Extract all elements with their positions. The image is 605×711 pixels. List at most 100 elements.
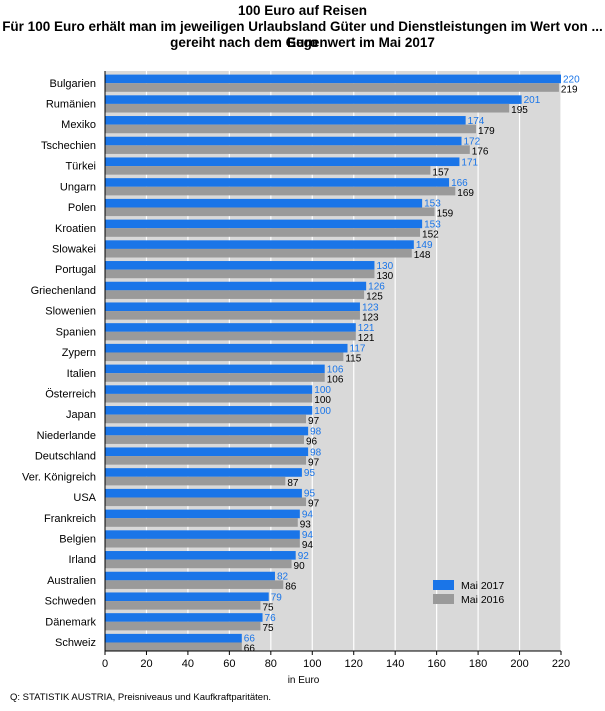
data-label-2017: 106 [327, 364, 344, 375]
data-label-2017: 98 [310, 427, 322, 438]
bar-2017 [105, 74, 561, 84]
bar-2016 [105, 124, 477, 134]
bar-2017 [105, 571, 275, 581]
data-label-2017: 95 [304, 489, 316, 500]
bar-2017 [105, 240, 414, 249]
bar-2017 [105, 95, 522, 104]
category-label: Slowakei [52, 244, 96, 256]
bar-2016 [105, 393, 313, 403]
bar-2017 [105, 364, 325, 374]
data-label-2017: 126 [368, 282, 385, 293]
bar-2016 [105, 228, 421, 237]
category-label: Ungarn [60, 181, 96, 193]
data-label-2017: 94 [302, 509, 314, 520]
bar-2016 [105, 186, 456, 196]
data-label-2016: 176 [472, 147, 489, 158]
chart-title: 100 Euro auf Reisen [237, 3, 368, 18]
data-label-2017: 166 [451, 178, 468, 189]
bar-2016 [105, 207, 435, 217]
bar-2017 [105, 302, 360, 312]
category-label: Belgien [59, 534, 96, 546]
legend-swatch-2017 [433, 580, 454, 590]
data-label-2016: 97 [308, 457, 320, 468]
bar-2017 [105, 157, 460, 167]
bar-2017 [105, 488, 302, 498]
data-label-2017: 100 [314, 385, 331, 396]
bar-2016 [105, 414, 307, 424]
x-tick-label: 220 [552, 658, 570, 670]
data-label-2016: 75 [262, 623, 274, 634]
legend-label-2017: Mai 2017 [461, 580, 504, 592]
legend-swatch-2016 [433, 594, 454, 604]
data-label-2016: 94 [302, 540, 314, 551]
category-label: Frankreich [44, 513, 96, 525]
x-tick-label: 140 [386, 658, 404, 670]
data-label-2017: 76 [265, 613, 277, 624]
x-tick-label: 60 [223, 658, 235, 670]
data-label-2016: 93 [300, 519, 312, 530]
bar-2017 [105, 447, 309, 457]
category-label: Griechenland [31, 285, 96, 297]
category-label: Mexiko [61, 119, 96, 131]
category-label: Rumänien [46, 99, 96, 111]
data-label-2016: 115 [345, 354, 361, 365]
bar-2016 [105, 456, 307, 465]
bar-2017 [105, 406, 313, 415]
data-label-2016: 97 [308, 499, 320, 510]
bar-2016 [105, 580, 284, 589]
bar-2017 [105, 323, 356, 332]
data-label-2016: 123 [362, 312, 379, 323]
bar-2017 [105, 468, 302, 477]
bar-2017 [105, 281, 367, 291]
category-label: Italien [67, 368, 96, 380]
category-label: Zypern [62, 347, 96, 359]
bar-2016 [105, 497, 307, 507]
data-label-2016: 97 [308, 416, 320, 427]
x-tick-label: 180 [469, 658, 487, 670]
bar-2016 [105, 83, 559, 92]
bar-2016 [105, 559, 292, 569]
data-label-2017: 123 [362, 302, 379, 313]
bar-2017 [105, 633, 242, 643]
category-label: Spanien [56, 326, 96, 338]
category-label: Türkei [65, 161, 96, 173]
x-tick-label: 120 [345, 658, 363, 670]
data-label-2016: 121 [358, 333, 375, 344]
category-label: Schweiz [55, 637, 96, 649]
x-tick-label: 200 [510, 658, 528, 670]
data-label-2017: 121 [358, 323, 375, 334]
category-label: Japan [66, 409, 96, 421]
data-label-2017: 98 [310, 447, 322, 458]
category-label: USA [73, 492, 96, 504]
data-label-2016: 148 [414, 250, 431, 261]
bar-2017 [105, 261, 375, 270]
data-label-2017: 117 [350, 344, 366, 355]
data-label-2016: 195 [511, 105, 528, 116]
category-label: Australien [47, 575, 96, 587]
source-note: Q: STATISTIK AUSTRIA, Preisniveaus und K… [10, 692, 272, 703]
data-label-2016: 86 [285, 582, 297, 593]
bar-2016 [105, 311, 360, 320]
category-label: Slowenien [45, 306, 96, 318]
bar-2017 [105, 198, 423, 208]
bar-2016 [105, 290, 365, 299]
bar-2016 [105, 248, 412, 258]
bar-2016 [105, 476, 286, 486]
bar-2017 [105, 509, 300, 519]
data-label-2016: 159 [437, 209, 454, 220]
data-label-2016: 169 [457, 188, 474, 199]
data-label-2017: 149 [416, 240, 433, 251]
data-label-2017: 130 [376, 261, 393, 272]
bar-2016 [105, 331, 356, 341]
category-label: Dänemark [45, 616, 96, 628]
category-label: Portugal [55, 264, 96, 276]
data-label-2016: 130 [376, 271, 393, 282]
data-label-2017: 171 [461, 157, 478, 168]
bar-2017 [105, 551, 296, 560]
bar-2017 [105, 219, 423, 229]
x-tick-label: 20 [140, 658, 152, 670]
legend-label-2016: Mai 2016 [461, 594, 504, 606]
data-label-2017: 220 [563, 74, 580, 85]
data-label-2017: 153 [424, 199, 441, 210]
bar-2017 [105, 613, 263, 622]
